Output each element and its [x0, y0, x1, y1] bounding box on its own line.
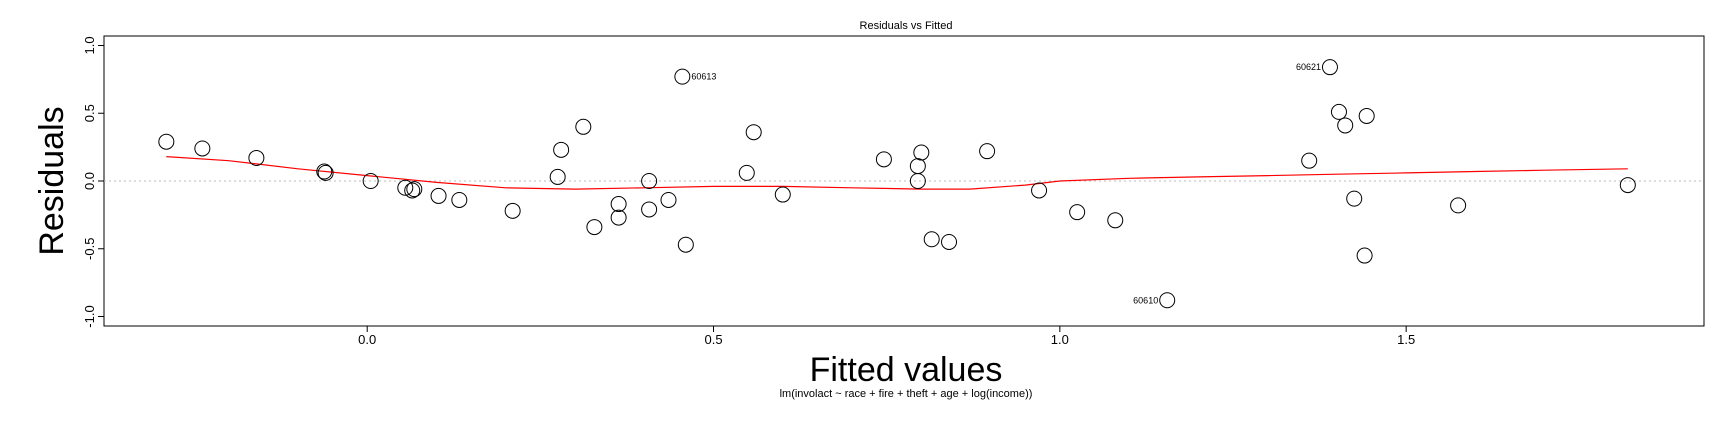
residual-point: [1159, 292, 1176, 309]
residual-point: [553, 141, 570, 158]
x-tick-label: 1.5: [1397, 332, 1415, 347]
outlier-label: 60613: [691, 72, 716, 82]
chart-title: Residuals vs Fitted: [860, 20, 953, 32]
residual-point: [674, 68, 691, 85]
residual-point: [575, 118, 592, 135]
y-tick-label: 0.0: [82, 172, 97, 190]
y-tick-label: -1.0: [82, 305, 97, 327]
residual-point: [158, 133, 175, 150]
residual-point: [745, 124, 762, 141]
residual-point: [549, 168, 566, 185]
residual-point: [397, 179, 414, 196]
residual-point: [404, 182, 421, 199]
residual-point: [317, 164, 334, 181]
residual-point: [316, 163, 333, 180]
residual-point: [586, 219, 603, 236]
y-axis-label: Residuals: [33, 106, 71, 255]
residual-point: [194, 140, 211, 157]
residual-point: [1107, 212, 1124, 229]
outlier-label: 60621: [1296, 62, 1321, 72]
residual-point: [362, 173, 379, 189]
residual-point: [1450, 197, 1467, 214]
lowess-smoother-line: [166, 156, 1628, 190]
residual-point: [430, 187, 447, 204]
residual-point: [1337, 117, 1354, 134]
residual-point: [738, 164, 755, 181]
residual-point: [641, 201, 658, 218]
residual-point: [248, 149, 265, 166]
annotations-layer: 60613 60621 60610: [691, 62, 1321, 305]
residual-point: [979, 143, 996, 160]
residual-point: [1031, 182, 1048, 199]
points-layer: [158, 59, 1636, 309]
residual-point: [1321, 59, 1338, 76]
residual-point: [1346, 190, 1363, 207]
outlier-label: 60610: [1133, 295, 1158, 305]
residual-point: [1301, 152, 1318, 169]
residual-point: [774, 186, 791, 203]
residual-point: [1619, 177, 1636, 194]
residual-point: [504, 202, 521, 219]
residual-point: [909, 158, 926, 175]
y-tick-label: 1.0: [82, 36, 97, 54]
residual-point: [677, 236, 694, 253]
x-axis-label: Fitted values: [810, 351, 1003, 389]
y-tick-label: 0.5: [82, 104, 97, 122]
x-axis: 0.0 0.5 1.0 1.5: [358, 326, 1415, 347]
residual-point: [909, 173, 926, 189]
x-tick-label: 0.0: [358, 332, 376, 347]
residual-point: [1069, 204, 1086, 221]
residual-point: [923, 231, 940, 248]
residual-point: [941, 233, 958, 250]
residual-point: [610, 209, 627, 226]
residual-point: [451, 191, 468, 208]
y-tick-label: -0.5: [82, 238, 97, 260]
residual-point: [610, 196, 627, 213]
x-tick-label: 0.5: [704, 332, 722, 347]
model-formula-subtitle: lm(involact ~ race + fire + theft + age …: [780, 388, 1033, 400]
y-axis: -1.0 -0.5 0.0 0.5 1.0: [82, 36, 104, 328]
residual-point: [406, 181, 423, 198]
residual-point: [1330, 103, 1347, 120]
x-tick-label: 1.0: [1051, 332, 1069, 347]
residual-point: [1358, 107, 1375, 124]
residual-point: [641, 173, 658, 189]
residual-point: [913, 144, 930, 161]
residual-point: [660, 191, 677, 208]
residual-point: [875, 151, 892, 168]
residual-point: [1356, 247, 1373, 264]
